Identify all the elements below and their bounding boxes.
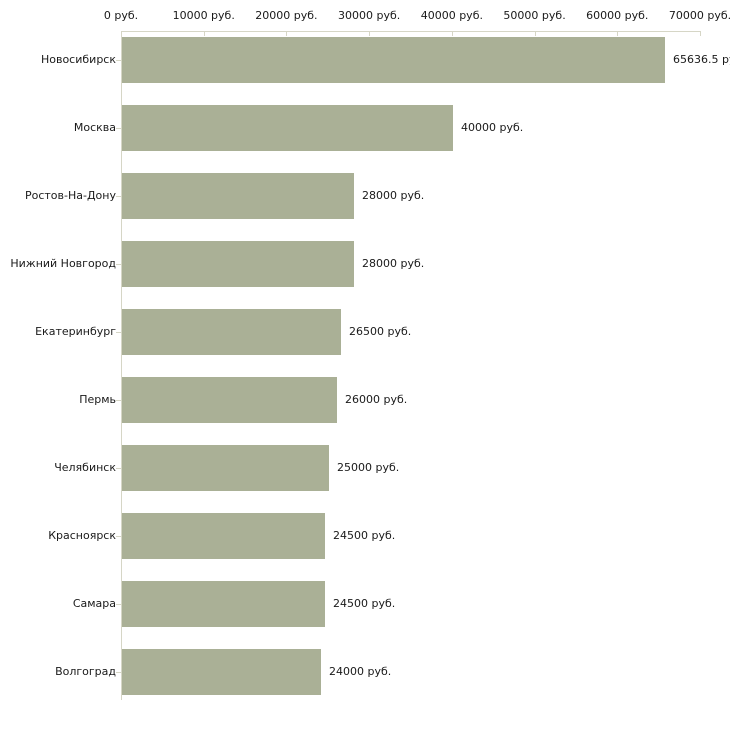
x-axis-tick [286, 31, 288, 36]
category-label: Челябинск [54, 461, 116, 474]
x-axis-tick [617, 31, 619, 36]
bar [122, 581, 325, 627]
category-tick [116, 264, 121, 265]
x-axis-tick-label: 10000 руб. [172, 9, 235, 22]
x-axis-tick [534, 31, 536, 36]
category-tick [116, 672, 121, 673]
category-label: Самара [72, 597, 116, 610]
bar [122, 445, 329, 491]
bar [122, 37, 665, 83]
value-label: 40000 руб. [461, 121, 524, 134]
category-label: Москва [73, 121, 116, 134]
category-tick [116, 128, 121, 129]
bar [122, 105, 453, 151]
x-axis-tick [203, 31, 205, 36]
x-axis-tick [451, 31, 453, 36]
bar [122, 173, 354, 219]
value-label: 26000 руб. [345, 393, 408, 406]
x-axis-tick-label: 50000 руб. [503, 9, 566, 22]
category-label: Пермь [79, 393, 116, 406]
category-tick [116, 604, 121, 605]
value-label: 24500 руб. [333, 529, 396, 542]
category-label: Новосибирск [40, 53, 116, 66]
x-axis-tick-label: 0 руб. [103, 9, 139, 22]
category-label: Екатеринбург [35, 325, 116, 338]
category-tick [116, 536, 121, 537]
x-axis-tick-label: 30000 руб. [338, 9, 401, 22]
value-label: 24000 руб. [329, 665, 392, 678]
value-label: 25000 руб. [337, 461, 400, 474]
x-axis-tick-label: 70000 руб. [668, 9, 730, 22]
x-axis-line [121, 31, 701, 32]
category-tick [116, 332, 121, 333]
value-label: 24500 руб. [333, 597, 396, 610]
x-axis-tick-label: 60000 руб. [586, 9, 649, 22]
x-axis-tick-label: 40000 руб. [420, 9, 483, 22]
value-label: 65636.5 ру [673, 53, 730, 66]
category-label: Ростов-На-Дону [24, 189, 116, 202]
x-axis-tick [121, 31, 122, 36]
category-label: Нижний Новгород [10, 257, 116, 270]
value-label: 28000 руб. [362, 257, 425, 270]
bar [122, 649, 321, 695]
x-axis-tick-label: 20000 руб. [255, 9, 318, 22]
category-label: Волгоград [55, 665, 116, 678]
value-label: 28000 руб. [362, 189, 425, 202]
bar [122, 241, 354, 287]
category-tick [116, 400, 121, 401]
bar [122, 377, 337, 423]
category-tick [116, 60, 121, 61]
category-tick [116, 196, 121, 197]
category-tick [116, 468, 121, 469]
x-axis-tick [369, 31, 371, 36]
x-axis-tick [700, 31, 701, 36]
category-label: Красноярск [48, 529, 116, 542]
y-axis-line [121, 31, 122, 700]
bar [122, 513, 325, 559]
value-label: 26500 руб. [349, 325, 412, 338]
bar [122, 309, 341, 355]
